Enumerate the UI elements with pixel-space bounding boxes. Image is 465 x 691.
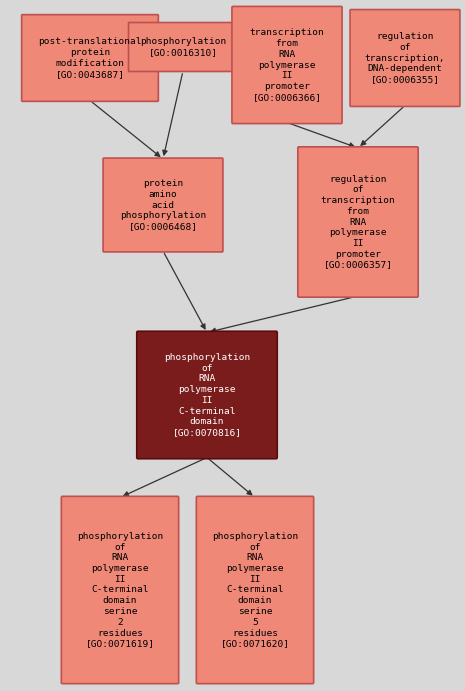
FancyBboxPatch shape <box>196 496 314 683</box>
Text: phosphorylation
of
RNA
polymerase
II
C-terminal
domain
serine
2
residues
[GO:007: phosphorylation of RNA polymerase II C-t… <box>77 532 163 648</box>
FancyBboxPatch shape <box>61 496 179 683</box>
Text: protein
amino
acid
phosphorylation
[GO:0006468]: protein amino acid phosphorylation [GO:0… <box>120 179 206 231</box>
FancyBboxPatch shape <box>22 15 159 102</box>
Text: transcription
from
RNA
polymerase
II
promoter
[GO:0006366]: transcription from RNA polymerase II pro… <box>250 28 325 102</box>
Text: regulation
of
transcription
from
RNA
polymerase
II
promoter
[GO:0006357]: regulation of transcription from RNA pol… <box>321 175 395 269</box>
FancyBboxPatch shape <box>350 10 460 106</box>
FancyBboxPatch shape <box>298 146 418 297</box>
Text: post-translational
protein
modification
[GO:0043687]: post-translational protein modification … <box>38 37 142 79</box>
FancyBboxPatch shape <box>128 23 238 71</box>
Text: phosphorylation
of
RNA
polymerase
II
C-terminal
domain
serine
5
residues
[GO:007: phosphorylation of RNA polymerase II C-t… <box>212 532 298 648</box>
FancyBboxPatch shape <box>232 6 342 124</box>
Text: regulation
of
transcription,
DNA-dependent
[GO:0006355]: regulation of transcription, DNA-depende… <box>365 32 445 84</box>
Text: phosphorylation
of
RNA
polymerase
II
C-terminal
domain
[GO:0070816]: phosphorylation of RNA polymerase II C-t… <box>164 353 250 437</box>
Text: phosphorylation
[GO:0016310]: phosphorylation [GO:0016310] <box>140 37 226 57</box>
FancyBboxPatch shape <box>137 331 277 459</box>
FancyBboxPatch shape <box>103 158 223 252</box>
